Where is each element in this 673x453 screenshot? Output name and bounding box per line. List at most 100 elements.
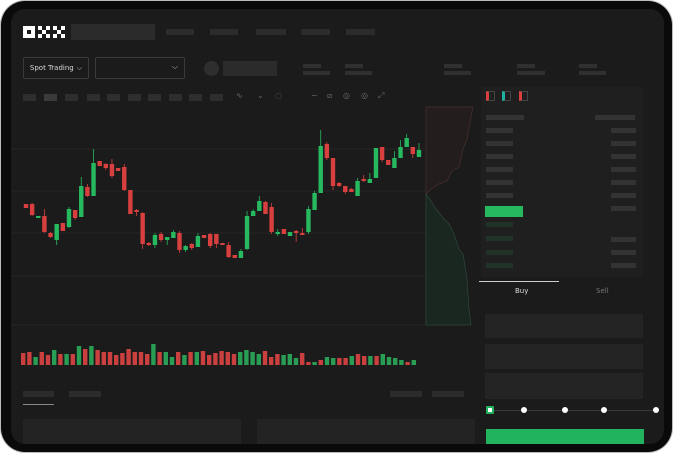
volume-bar	[219, 351, 224, 365]
spot-trading-label: Spot Trading	[29, 64, 74, 72]
slider-step[interactable]	[601, 407, 607, 413]
target-icon[interactable]: ◎	[361, 91, 368, 100]
candle-body	[398, 147, 403, 158]
amount-slider[interactable]	[489, 410, 657, 411]
timeframe-button[interactable]	[87, 94, 100, 101]
nav-item[interactable]	[301, 29, 330, 35]
order-book	[481, 87, 643, 277]
last-price	[485, 206, 523, 217]
candle-body	[324, 144, 330, 158]
volume-bar	[380, 354, 385, 365]
indicator-icon[interactable]: ∿	[236, 91, 243, 100]
candle-body	[343, 186, 348, 192]
candle-body	[386, 160, 391, 165]
depth-chart	[425, 106, 474, 326]
slider-step[interactable]	[562, 407, 568, 413]
buy-button[interactable]	[486, 429, 644, 444]
volume-bar	[27, 352, 32, 365]
pair-selector-dropdown[interactable]: ⌵	[95, 57, 185, 79]
book-asks-icon[interactable]	[519, 91, 528, 101]
line-tool-icon[interactable]: ~	[311, 91, 318, 100]
nav-item[interactable]	[166, 29, 194, 35]
volume-bar	[169, 357, 175, 365]
settings-icon[interactable]: ◌	[275, 91, 282, 100]
candle-body	[54, 224, 59, 240]
timeframe-button[interactable]	[23, 94, 36, 101]
volume-bar	[393, 358, 398, 365]
candle-body	[349, 189, 354, 192]
timeframe-button[interactable]	[169, 94, 182, 101]
timeframe-button[interactable]	[148, 94, 161, 101]
nav-item[interactable]	[346, 29, 375, 35]
volume-bar	[287, 354, 292, 365]
timeframe-button[interactable]	[65, 94, 78, 101]
candle-body	[232, 255, 237, 258]
volume-bar	[207, 355, 212, 365]
slider-step[interactable]	[521, 407, 527, 413]
candle-body	[361, 179, 366, 181]
timeframe-button-active[interactable]	[44, 94, 57, 101]
stat-label	[579, 64, 597, 68]
ask-row-price	[486, 167, 513, 172]
candle-body	[263, 202, 268, 214]
fullscreen-icon[interactable]: ⤢	[378, 91, 385, 100]
search-bar[interactable]	[71, 24, 155, 40]
tab-open-orders[interactable]	[23, 391, 54, 397]
nav-item[interactable]	[210, 29, 238, 35]
book-bids-icon[interactable]	[502, 91, 511, 101]
bid-row-price	[486, 263, 513, 268]
total-input[interactable]	[485, 373, 643, 399]
volume-bar	[256, 354, 261, 365]
filter-button[interactable]	[432, 391, 464, 397]
volume-bar	[89, 346, 94, 365]
volume-bar	[318, 360, 323, 365]
chart-type-icon[interactable]: ⌄	[257, 91, 264, 100]
bids-depth-area	[425, 192, 472, 326]
ask-row-amount	[611, 128, 636, 133]
stat-label	[303, 64, 321, 68]
timeframe-button[interactable]	[189, 94, 202, 101]
candle-body	[250, 211, 256, 216]
timeframe-button[interactable]	[210, 94, 223, 101]
tab-order-history[interactable]	[69, 391, 101, 397]
price-input[interactable]	[485, 314, 643, 338]
volume-bar	[281, 355, 286, 365]
volume-bar	[163, 352, 168, 365]
volume-bar	[362, 356, 367, 365]
volume-bar	[225, 352, 230, 365]
volume-bar	[107, 352, 113, 365]
slider-step[interactable]	[653, 407, 659, 413]
volume-bar	[39, 352, 44, 365]
nav-item[interactable]	[256, 29, 286, 35]
candle-body	[208, 234, 213, 246]
candle-body	[140, 213, 145, 244]
volume-bar	[182, 355, 187, 365]
candle-body	[146, 243, 151, 245]
tab-buy[interactable]: Buy	[515, 287, 529, 295]
candle-body	[97, 161, 102, 166]
filter-button[interactable]	[390, 391, 422, 397]
amount-input[interactable]	[485, 344, 643, 369]
ruler-icon[interactable]: ⧄	[327, 91, 333, 100]
candle-body	[275, 232, 280, 234]
pair-price	[223, 61, 277, 76]
ask-row-amount	[611, 193, 636, 198]
timeframe-button[interactable]	[128, 94, 141, 101]
candle-body	[373, 148, 379, 178]
candlestick-chart[interactable]	[11, 9, 664, 444]
tab-sell[interactable]: Sell	[596, 287, 609, 295]
snapshot-icon[interactable]: ◎	[343, 91, 350, 100]
book-header	[595, 115, 635, 120]
volume-bar	[33, 357, 38, 365]
candle-body	[122, 167, 127, 190]
volume-bar	[101, 352, 106, 365]
slider-handle[interactable]	[486, 406, 494, 414]
bottom-panel	[257, 419, 475, 444]
spot-trading-dropdown[interactable]: Spot Trading ⌵	[23, 57, 89, 79]
candle-body	[214, 234, 219, 244]
volume-bar	[355, 354, 361, 365]
book-both-icon[interactable]	[486, 91, 495, 101]
volume-bar	[312, 362, 317, 365]
ask-row-price	[486, 154, 513, 159]
timeframe-button[interactable]	[107, 94, 120, 101]
